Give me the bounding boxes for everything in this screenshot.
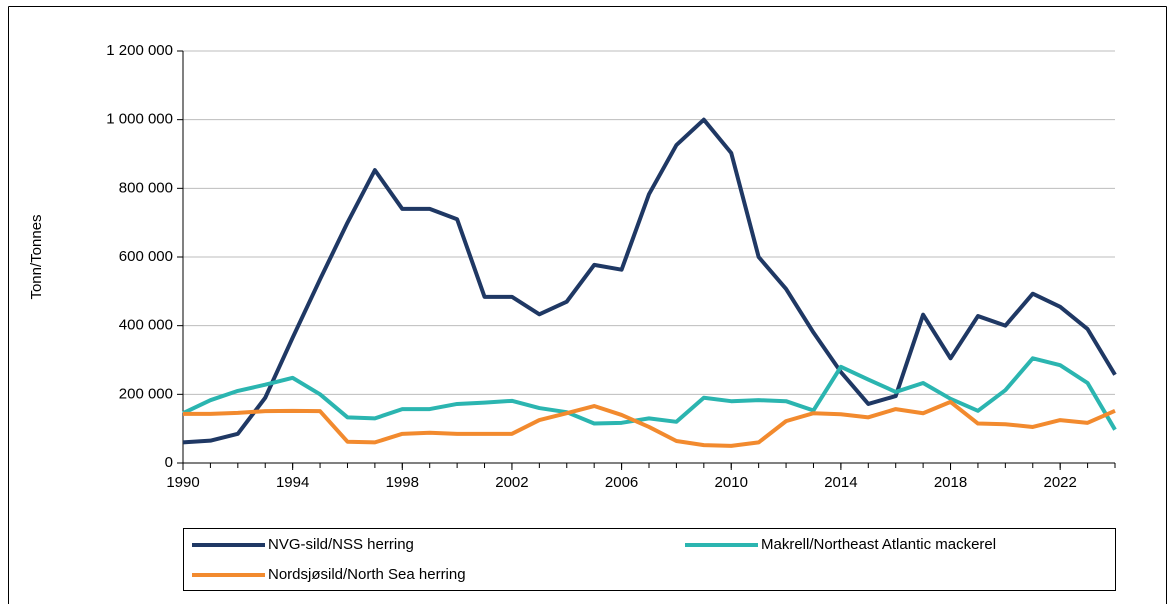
y-tick-label: 1 200 000 [106,42,173,59]
x-tick-label: 2014 [824,474,857,491]
y-tick-label: 1 000 000 [106,111,173,128]
y-tick-label: 600 000 [119,248,173,265]
series-line [182,356,1117,431]
x-tick-label: 2018 [934,474,967,491]
x-tick-label: 1994 [276,474,309,491]
y-tick-label: 800 000 [119,179,173,196]
legend-label: NVG-sild/NSS herring [268,536,414,553]
y-tick-label: 400 000 [119,317,173,334]
legend-label: Nordsjøsild/North Sea herring [268,566,466,583]
x-tick-label: 1990 [166,474,199,491]
y-axis-label: Tonn/Tonnes [28,214,45,299]
legend-label: Makrell/Northeast Atlantic mackerel [761,536,996,553]
y-tick-label: 0 [165,454,173,471]
x-tick-label: 1998 [386,474,419,491]
series-line [183,399,1116,448]
x-tick-label: 2006 [605,474,638,491]
x-tick-label: 2002 [495,474,528,491]
x-tick-label: 2022 [1043,474,1076,491]
y-tick-label: 200 000 [119,385,173,402]
x-tick-label: 2010 [715,474,748,491]
series-line [182,117,1117,445]
legend-box [183,528,1116,591]
